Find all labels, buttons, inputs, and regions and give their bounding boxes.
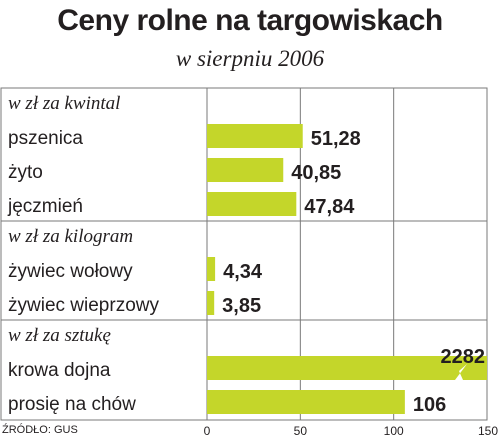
- bar: [207, 158, 284, 182]
- category-label: prosię na chów: [8, 394, 136, 415]
- x-tick-label: 0: [204, 424, 211, 438]
- category-label: jęczmień: [7, 196, 83, 217]
- x-tick-label: 100: [384, 424, 404, 438]
- category-label: żywiec wieprzowy: [8, 295, 159, 316]
- bar: [207, 257, 216, 281]
- bar: [207, 124, 303, 148]
- value-label: 51,28: [311, 128, 361, 150]
- bar: [207, 192, 297, 216]
- bar: [207, 390, 405, 414]
- source-note: ŹRÓDŁO: GUS: [2, 424, 78, 436]
- value-label: 40,85: [291, 162, 341, 184]
- chart-title: Ceny rolne na targowiskach: [57, 4, 443, 37]
- value-label: 47,84: [304, 196, 355, 218]
- group-label: w zł za kwintal: [8, 93, 120, 114]
- group-label: w zł za kilogram: [8, 226, 133, 247]
- x-tick-label: 150: [478, 424, 498, 438]
- category-label: pszenica: [8, 128, 83, 149]
- category-label: żyto: [8, 162, 43, 183]
- category-label: krowa dojna: [8, 360, 111, 381]
- axis-break-mark: [455, 364, 467, 380]
- value-label: 3,85: [222, 295, 261, 317]
- value-label: 2282: [441, 346, 486, 368]
- bar: [207, 356, 487, 380]
- bar: [207, 291, 215, 315]
- value-label: 4,34: [223, 261, 263, 283]
- chart-subtitle: w sierpniu 2006: [175, 46, 325, 71]
- x-tick-label: 50: [294, 424, 308, 438]
- category-label: żywiec wołowy: [8, 261, 133, 282]
- group-label: w zł za sztukę: [8, 325, 111, 346]
- value-label: 106: [413, 394, 446, 416]
